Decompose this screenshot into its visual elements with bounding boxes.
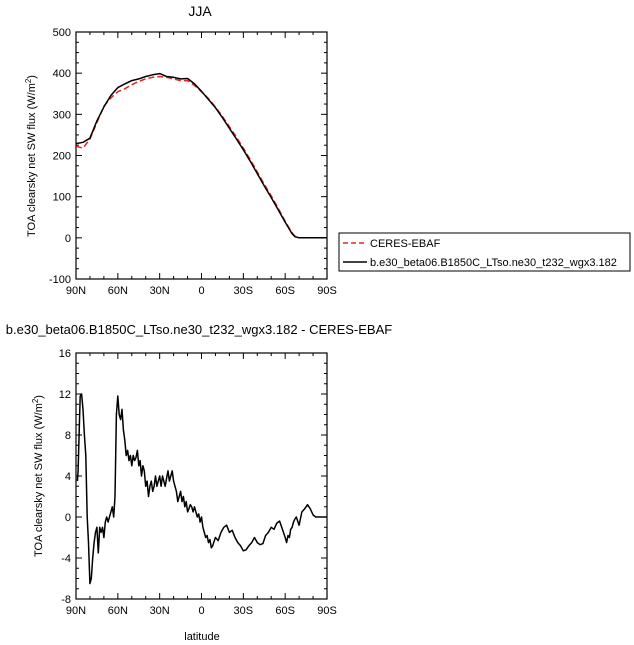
legend-box [338,232,631,272]
series-line-ceres-ebaf [75,75,327,239]
x-tick-label: 90S [317,605,337,617]
x-tick-label: 90S [317,285,337,297]
x-tick-label: 30S [234,285,254,297]
plot-frame [75,31,328,280]
y-tick-label: 400 [53,68,71,80]
plot-frame [75,352,328,600]
x-tick-label: 90N [66,605,86,617]
x-tick-label: 30S [234,605,254,617]
bottom-ticks: 90N 60N 30N 0 30S 60S 90S -8 -4 0 4 8 12 16 [59,348,337,617]
y-tick-label: 0 [65,512,71,524]
bottom-chart-title: b.e30_beta06.B1850C_LTso.ne30_t232_wgx3.… [6,322,392,337]
top-series-group [75,72,327,239]
y-tick-label: 300 [53,109,71,121]
y-tick-label: 8 [65,430,71,442]
y-tick-label: 4 [65,471,71,483]
y-tick-label: 0 [65,233,71,245]
legend: CERES-EBAF b.e30_beta06.B1850C_LTso.ne30… [338,232,631,272]
y-tick-label: -4 [61,553,71,565]
x-tick-label: 30N [150,605,170,617]
top-y-axis-label: TOA clearsky net SW flux (W/m2) [24,75,38,237]
series-line-b-e30-beta06-b1850c-ltso-ne30-t232-wgx3-182 [75,72,327,239]
x-tick-label: 0 [198,285,204,297]
x-tick-label: 60N [108,285,128,297]
bottom-x-axis-label: latitude [184,631,219,643]
bottom-plot-area [75,352,328,600]
top-chart-title: JJA [188,3,212,19]
bottom-panel: b.e30_beta06.B1850C_LTso.ne30_t232_wgx3.… [6,322,392,643]
top-panel: JJA TOA clearsky net SW flux (W/m2) 90N 6… [24,3,337,297]
y-tick-label: -8 [61,594,71,606]
y-tick-label: -100 [49,274,71,286]
y-tick-label: 16 [59,348,71,360]
legend-label-ceres: CERES-EBAF [370,238,441,250]
y-tick-label: 100 [53,192,71,204]
bottom-series-group [76,393,327,585]
legend-label-model: b.e30_beta06.B1850C_LTso.ne30_t232_wgx3.… [370,257,617,269]
top-ticks: 90N 60N 30N 0 30S 60S 90S -100 0 100 200 300 400 500 [49,27,337,297]
x-tick-label: 30N [150,285,170,297]
x-tick-label: 60S [275,285,295,297]
x-tick-label: 60N [108,605,128,617]
y-tick-label: 200 [53,151,71,163]
bottom-y-axis-label: TOA clearsky net SW flux (W/m2) [31,395,45,557]
top-plot-area [75,31,328,280]
y-tick-label: 12 [59,389,71,401]
x-tick-label: 90N [66,285,86,297]
x-tick-label: 60S [275,605,295,617]
y-tick-label: 500 [53,27,71,39]
series-line-difference [76,393,327,585]
x-tick-label: 0 [198,605,204,617]
